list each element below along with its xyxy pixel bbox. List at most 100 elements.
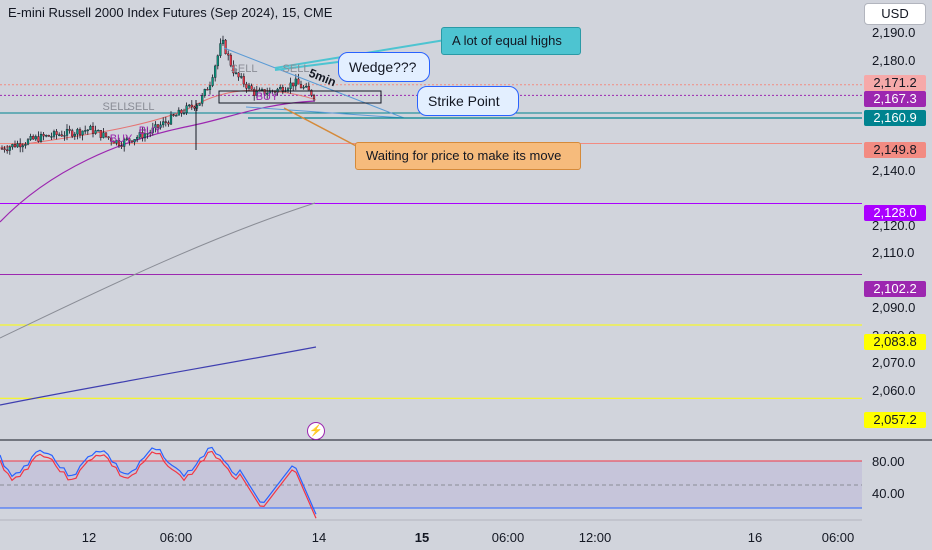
- time-axis-label: 12: [81, 530, 97, 545]
- time-axis-label: 06:00: [159, 530, 193, 545]
- candle-body: [3, 148, 6, 151]
- price-axis-label: 2,190.0: [872, 25, 916, 40]
- flash-icon[interactable]: ⚡: [307, 422, 325, 440]
- candle-body: [266, 92, 269, 95]
- candle-body: [260, 89, 264, 91]
- candle-body: [89, 125, 92, 131]
- candle-body: [21, 145, 24, 148]
- candle-body: [211, 77, 214, 86]
- candle-body: [286, 88, 290, 91]
- candle-body: [182, 112, 186, 115]
- candle-body: [55, 131, 58, 135]
- waiting-callout[interactable]: Waiting for price to make its move: [355, 142, 581, 170]
- candle-body: [128, 138, 131, 141]
- candle-body: [24, 144, 27, 146]
- candle-body: [297, 78, 300, 85]
- candle-body: [141, 132, 144, 139]
- price-axis-label: 2,070.0: [872, 355, 916, 370]
- candle-body: [125, 138, 128, 140]
- candle-body: [19, 143, 22, 148]
- candle-body: [172, 114, 175, 116]
- candle-body: [71, 130, 74, 137]
- time-axis-label: 06:00: [491, 530, 525, 545]
- price-tag: 2,057.2: [864, 412, 926, 428]
- ma-long-line: [0, 202, 316, 339]
- candle-body: [250, 85, 253, 90]
- price-axis-label: 2,060.0: [872, 382, 916, 398]
- candle-body: [13, 143, 17, 148]
- price-axis-label: 2,120.0: [872, 217, 916, 233]
- candle-body: [240, 76, 243, 78]
- candle-body: [208, 85, 212, 90]
- candle-body: [143, 133, 147, 139]
- candle-body: [68, 128, 71, 131]
- candle-body: [34, 136, 37, 140]
- candle-body: [81, 130, 84, 136]
- candle-body: [130, 140, 134, 143]
- price-axis-label: 2,090.0: [872, 300, 916, 315]
- candle-body: [214, 65, 217, 78]
- timeframe-label: 5min: [307, 66, 338, 89]
- candle-body: [224, 39, 227, 55]
- time-axis-label: 14: [311, 530, 327, 545]
- candle-body: [102, 132, 105, 138]
- candle-body: [86, 129, 89, 132]
- candle-body: [193, 106, 196, 109]
- candle-body: [188, 104, 191, 107]
- signal-label: SELL: [128, 101, 155, 113]
- candle-body: [177, 109, 180, 116]
- wedge-callout[interactable]: Wedge???: [338, 52, 430, 82]
- candle-body: [237, 72, 240, 78]
- candle-body: [52, 131, 56, 137]
- candle-body: [138, 132, 141, 138]
- ma-mid-line: [0, 100, 316, 223]
- candle-body: [45, 135, 48, 137]
- strike-box: [218, 90, 382, 104]
- candle-body: [91, 125, 95, 134]
- candle-body: [279, 87, 282, 90]
- price-tag: 2,149.8: [864, 142, 926, 158]
- candle-body: [219, 43, 222, 56]
- candle-body: [84, 130, 87, 132]
- candle-body: [198, 103, 201, 106]
- candle-body: [6, 149, 9, 152]
- strike-point-callout[interactable]: Strike Point: [417, 86, 519, 116]
- candle-body: [294, 78, 297, 87]
- candle-body: [232, 65, 235, 74]
- candle-body: [120, 145, 123, 147]
- candle-body: [312, 95, 316, 99]
- candle-body: [26, 139, 30, 145]
- candle-body: [302, 86, 305, 89]
- price-axis-label: 2,180.0: [872, 52, 916, 68]
- signal-label: SELL: [231, 63, 258, 75]
- candle-body: [151, 127, 154, 133]
- candle-body: [167, 122, 170, 125]
- currency-selector[interactable]: USD: [864, 3, 926, 25]
- candle-body: [39, 133, 43, 142]
- candle-body: [29, 136, 32, 140]
- candle-body: [292, 82, 295, 87]
- candle-body: [307, 85, 310, 91]
- candle-body: [76, 129, 79, 135]
- price-tag: 2,128.0: [864, 205, 926, 221]
- candle-body: [11, 143, 14, 148]
- time-axis-label: 06:00: [821, 530, 855, 545]
- candle-body: [229, 54, 232, 66]
- candle-body: [180, 109, 183, 114]
- time-axis-label: 16: [747, 530, 763, 545]
- candle-body: [104, 132, 108, 137]
- candle-body: [253, 89, 256, 96]
- price-axis-label: 2,140.0: [872, 162, 916, 178]
- oscillator-k-line: [0, 446, 317, 515]
- wedge-pointer: [274, 61, 339, 71]
- candle-body: [146, 133, 149, 135]
- candle-body: [154, 124, 157, 129]
- candle-body: [206, 89, 209, 91]
- equal-highs-callout[interactable]: A lot of equal highs: [441, 27, 581, 55]
- candle-body: [37, 136, 40, 142]
- candle-body: [99, 130, 102, 138]
- signal-label: BUY: [256, 91, 279, 103]
- time-axis-label: 12:00: [578, 530, 612, 545]
- time-axis-label: 15: [414, 530, 430, 545]
